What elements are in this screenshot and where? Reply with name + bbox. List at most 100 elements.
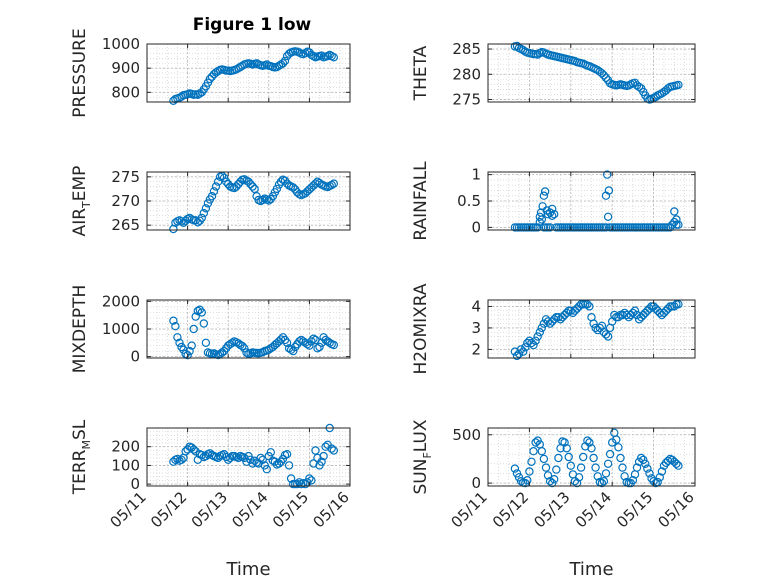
- y-tick-label: 3: [471, 319, 481, 337]
- data-point: [587, 444, 596, 453]
- data-point: [632, 310, 642, 320]
- data-point: [266, 448, 275, 457]
- data-point: [591, 463, 600, 472]
- axes-box: [146, 427, 351, 487]
- y-tick-label: 0: [130, 475, 140, 493]
- data-point: [663, 456, 673, 466]
- y-tick-label: 4: [471, 297, 481, 315]
- data-point: [510, 464, 520, 473]
- data-point: [579, 452, 588, 462]
- data-point: [599, 71, 609, 80]
- data-point: [307, 337, 316, 346]
- data-point: [537, 323, 547, 333]
- data-point: [560, 438, 569, 447]
- data-point: [523, 476, 532, 485]
- subplot-pressure: 800 900 1000 PRESSURE: [70, 28, 351, 118]
- axes-box: [487, 427, 696, 487]
- data-point: [225, 453, 235, 463]
- subplot-theta: 275 280 285 THETA: [411, 40, 696, 108]
- data-point: [539, 319, 549, 328]
- data-point: [189, 324, 198, 334]
- data-point: [169, 316, 178, 325]
- data-point: [315, 342, 324, 352]
- data-point: [612, 435, 621, 444]
- data-point: [199, 208, 208, 218]
- data-point: [329, 340, 338, 350]
- data-point: [552, 465, 561, 474]
- data-point: [674, 461, 683, 470]
- data-point: [199, 319, 208, 328]
- data-point: [313, 344, 322, 353]
- data-point: [632, 463, 642, 472]
- data-point: [258, 455, 267, 464]
- y-tick-label: 270: [111, 192, 140, 210]
- data-point: [201, 338, 211, 347]
- axes-box: [487, 43, 696, 103]
- data-point: [519, 347, 528, 356]
- y-tick-label: 1000: [102, 35, 140, 53]
- data-point: [572, 478, 582, 488]
- data-point: [562, 308, 571, 318]
- data-point: [278, 59, 288, 68]
- data-point: [319, 451, 328, 461]
- data-point: [248, 182, 257, 191]
- data-point: [641, 308, 650, 318]
- data-point: [307, 476, 316, 485]
- y-tick-label: 100: [111, 456, 140, 474]
- data-point: [246, 179, 255, 189]
- data-point: [521, 343, 530, 352]
- data-point: [597, 478, 607, 488]
- data-point: [540, 187, 550, 196]
- subplot-air_temp: 265 270 275 AIRTEMP: [70, 166, 351, 236]
- data-point: [539, 191, 549, 200]
- y-axis-label: MIXDEPTH: [70, 285, 90, 374]
- data-point: [529, 340, 538, 350]
- data-point: [207, 191, 217, 201]
- y-tick-label: 2000: [102, 292, 140, 310]
- y-tick-label: 0.5: [457, 192, 481, 210]
- data-point: [626, 310, 636, 320]
- data-point: [634, 315, 644, 324]
- data-point: [668, 220, 677, 229]
- data-point: [325, 50, 334, 60]
- data-point: [309, 459, 318, 468]
- data-point: [256, 453, 265, 463]
- data-point: [327, 444, 336, 453]
- y-tick-label: 265: [111, 216, 140, 234]
- data-point: [228, 338, 237, 347]
- data-point: [240, 175, 249, 184]
- data-point: [601, 223, 611, 232]
- data-point: [282, 450, 292, 459]
- data-point: [585, 302, 594, 311]
- data-point: [548, 211, 557, 220]
- y-axis-label: H2OMIXRA: [411, 283, 431, 374]
- data-point: [295, 48, 304, 57]
- data-point: [250, 184, 259, 194]
- data-point: [268, 191, 278, 201]
- data-point: [293, 479, 302, 489]
- data-point: [655, 473, 665, 482]
- data-point: [171, 322, 180, 331]
- data-point: [670, 302, 679, 311]
- data-point: [603, 170, 612, 179]
- data-point: [535, 217, 545, 227]
- data-point: [514, 349, 524, 358]
- data-point: [272, 184, 282, 194]
- data-point: [232, 182, 241, 191]
- y-tick-label: 0: [471, 474, 481, 492]
- data-point: [558, 313, 567, 322]
- data-point: [550, 209, 559, 219]
- data-point: [610, 310, 619, 320]
- data-point: [533, 223, 542, 232]
- data-point: [276, 177, 286, 186]
- data-point: [543, 209, 553, 219]
- data-point: [238, 341, 247, 351]
- data-point: [191, 312, 200, 321]
- data-point: [311, 446, 320, 455]
- data-point: [205, 74, 215, 84]
- data-point: [550, 315, 559, 324]
- data-point: [185, 346, 194, 356]
- x-axis-label: Time: [568, 559, 613, 580]
- data-point: [317, 457, 326, 466]
